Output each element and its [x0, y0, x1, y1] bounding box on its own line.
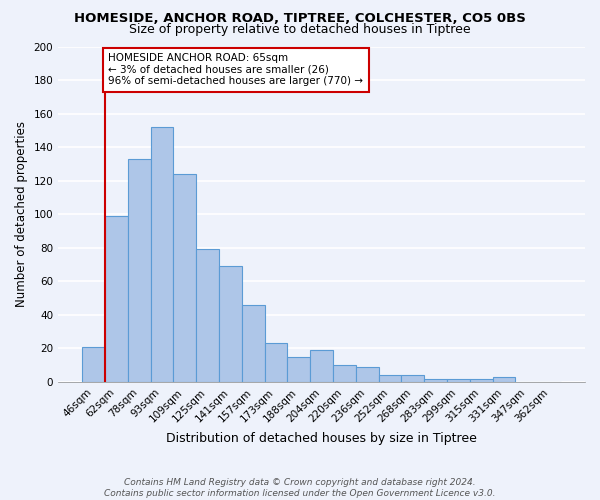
Bar — [105, 216, 128, 382]
Bar — [128, 159, 151, 382]
Bar — [287, 357, 310, 382]
Text: HOMESIDE ANCHOR ROAD: 65sqm
← 3% of detached houses are smaller (26)
96% of semi: HOMESIDE ANCHOR ROAD: 65sqm ← 3% of deta… — [109, 53, 364, 86]
Bar — [173, 174, 196, 382]
Bar — [219, 266, 242, 382]
Bar — [493, 377, 515, 382]
Bar — [310, 350, 333, 382]
Bar — [151, 127, 173, 382]
Bar — [196, 250, 219, 382]
Text: Contains HM Land Registry data © Crown copyright and database right 2024.
Contai: Contains HM Land Registry data © Crown c… — [104, 478, 496, 498]
Bar — [379, 375, 401, 382]
Bar — [242, 305, 265, 382]
Bar — [356, 367, 379, 382]
Text: HOMESIDE, ANCHOR ROAD, TIPTREE, COLCHESTER, CO5 0BS: HOMESIDE, ANCHOR ROAD, TIPTREE, COLCHEST… — [74, 12, 526, 26]
Bar — [470, 378, 493, 382]
Bar — [401, 375, 424, 382]
Bar — [265, 344, 287, 382]
X-axis label: Distribution of detached houses by size in Tiptree: Distribution of detached houses by size … — [166, 432, 477, 445]
Bar — [447, 378, 470, 382]
Y-axis label: Number of detached properties: Number of detached properties — [15, 121, 28, 307]
Text: Size of property relative to detached houses in Tiptree: Size of property relative to detached ho… — [129, 22, 471, 36]
Bar — [424, 378, 447, 382]
Bar — [82, 346, 105, 382]
Bar — [333, 365, 356, 382]
